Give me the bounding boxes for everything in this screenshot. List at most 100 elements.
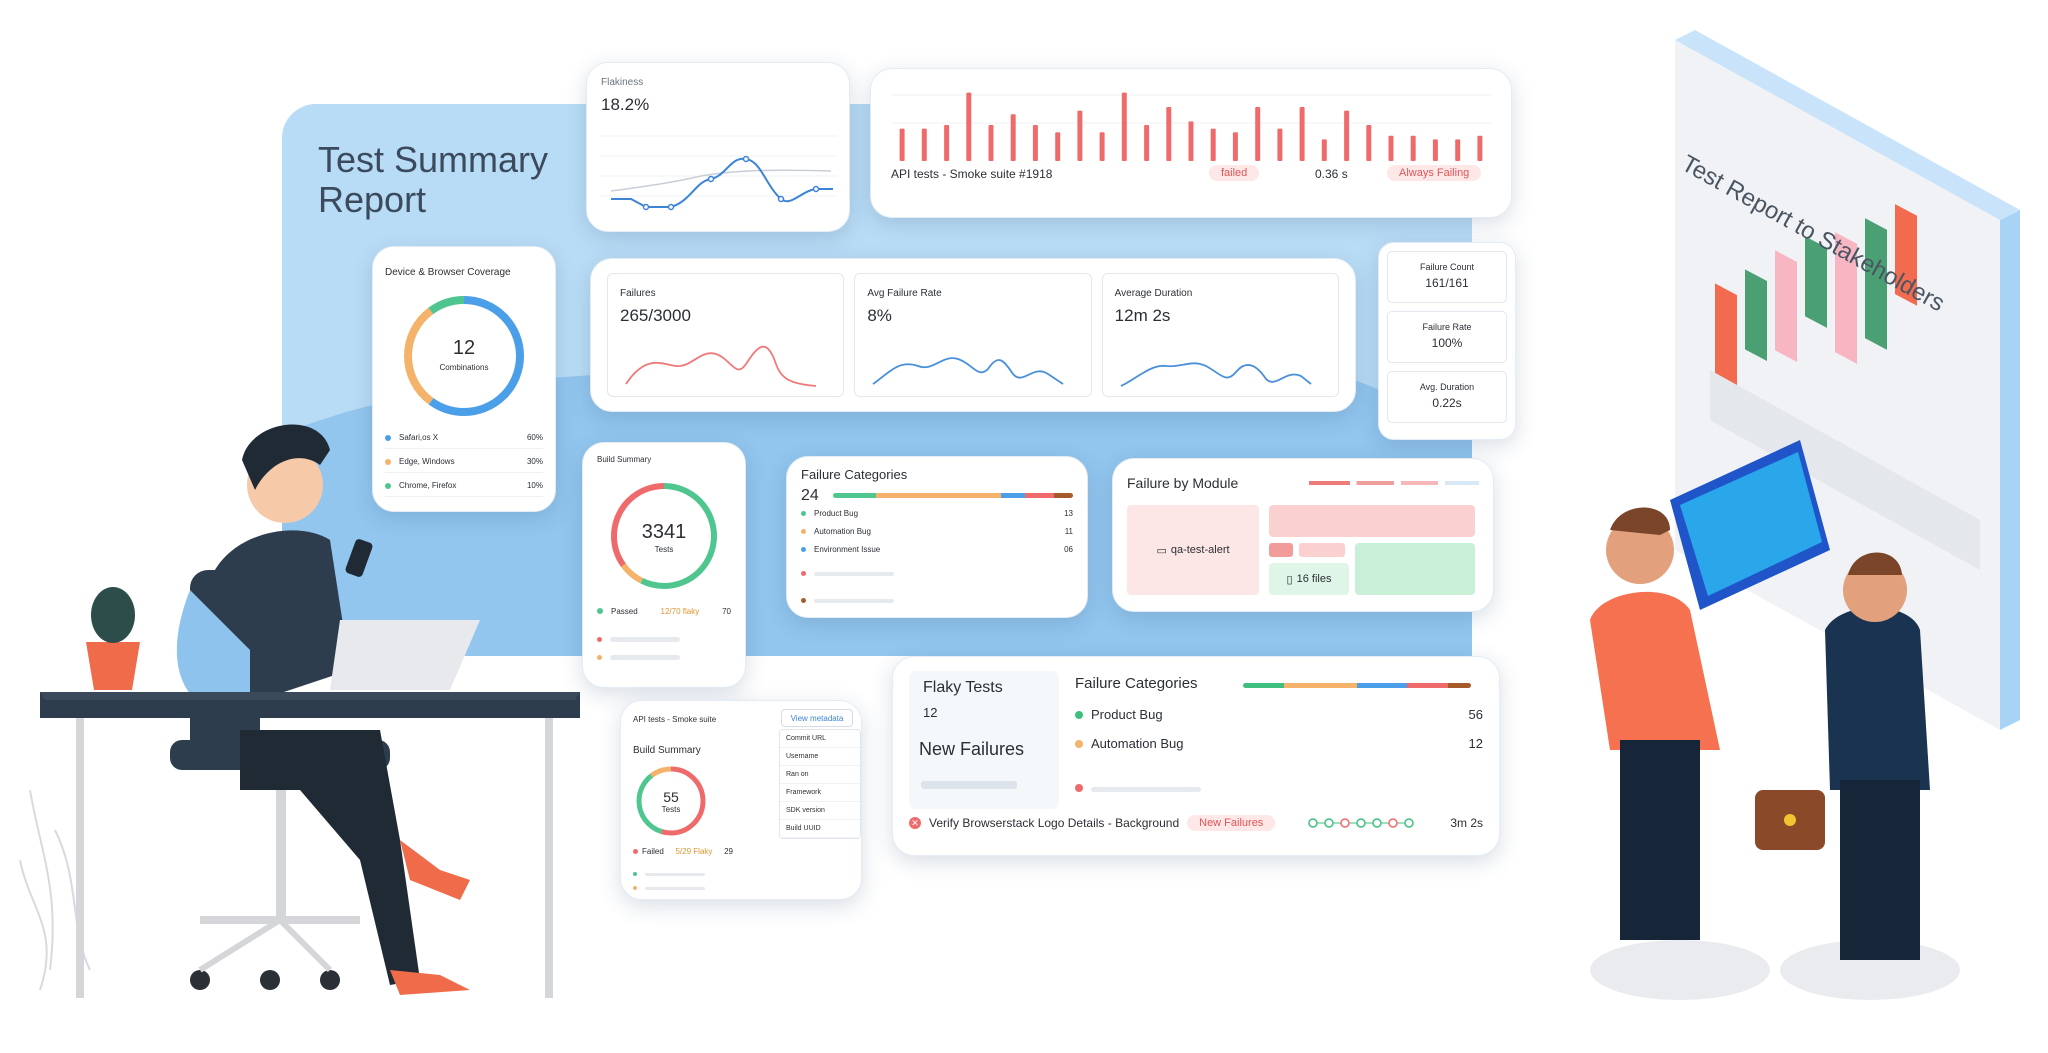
api-duration: 0.36 s (1315, 167, 1348, 181)
failure-categories-title: Failure Categories (801, 467, 908, 482)
device-coverage-card: Device & Browser Coverage 12 Combination… (372, 246, 556, 512)
file-icon: ▯ (1286, 573, 1293, 586)
legend-value: 12 (1468, 736, 1483, 751)
metric-sparkline-path (1120, 362, 1312, 387)
metric-sparkline-path (872, 357, 1064, 385)
coverage-item: Chrome, Firefox 10% (385, 481, 543, 497)
metrics-card: Failures 265/3000 Avg Failure Rate 8% Averag… (590, 258, 1356, 412)
module-files-tile: ▯ 16 files (1269, 563, 1349, 595)
flaky-categories-stacked-bar (1243, 683, 1471, 688)
metric-tile: Failures 265/3000 (607, 273, 845, 397)
failing-test-row[interactable]: ✕ Verify Browserstack Logo Details - Bac… (909, 815, 1483, 831)
build-summary-title: Build Summary (597, 455, 652, 464)
metadata-menu-item[interactable]: Username (780, 748, 860, 766)
legend-value: 06 (1064, 545, 1073, 554)
metric-sparkline (872, 357, 1064, 385)
flaky-tests-card: Flaky Tests 12 New Failures Failure Cate… (892, 656, 1500, 856)
api-bar (1188, 121, 1194, 161)
side-stat: Failure Rate 100% (1387, 311, 1507, 363)
failure-category-skeleton (801, 590, 1073, 608)
stakeholders-illustration (1590, 30, 2020, 1000)
metric-sparkline (1120, 362, 1312, 387)
metadata-menu-item[interactable]: Framework (780, 784, 860, 802)
side-stat: Avg. Duration 0.22s (1387, 371, 1507, 423)
legend-label: Environment Issue (814, 545, 881, 554)
api-bar (1166, 107, 1172, 161)
build-count-label: Tests (654, 545, 674, 554)
coverage-count: 12 (452, 337, 476, 359)
side-stat-value: 100% (1431, 336, 1463, 350)
metadata-menu-item[interactable]: Build UUID (780, 820, 860, 838)
page-title: Test Summary Report (318, 139, 549, 220)
build-row-skeleton (597, 647, 680, 665)
legend-dot (385, 434, 391, 441)
legend-value: 30% (526, 457, 543, 466)
flaky-failure-categories-title: Failure Categories (1075, 675, 1198, 692)
api-bar (1477, 135, 1483, 161)
metric-value: 265/3000 (620, 306, 691, 325)
metric-value: 12m 2s (1114, 306, 1171, 325)
metric-value: 8% (867, 306, 892, 325)
module-name: qa-test-alert (1170, 544, 1230, 556)
failure-category-item: Automation Bug 11 (801, 527, 1073, 536)
api-bar (1255, 107, 1261, 161)
legend-label: Automation Bug (1091, 736, 1184, 751)
api-build-summary-title: Build Summary (633, 745, 701, 756)
api-bar (1032, 125, 1038, 161)
api-bar (1366, 125, 1372, 161)
api-bar (1432, 139, 1438, 161)
api-bar (1232, 132, 1238, 161)
api-row-skeleton (633, 863, 705, 881)
metrics-row: Failures 265/3000 Avg Failure Rate 8% Averag… (607, 273, 1339, 397)
api-bar (1299, 107, 1305, 161)
api-bar (1344, 110, 1350, 161)
module-tile (1269, 543, 1293, 557)
api-bar (1121, 92, 1127, 161)
view-metadata-button[interactable]: View metadata (781, 709, 853, 727)
developer-illustration (19, 424, 580, 998)
new-failures-badge: New Failures (1187, 815, 1276, 831)
api-build-count: 55 (663, 789, 679, 805)
legend-value: 10% (526, 481, 543, 490)
flakiness-line-chart (601, 135, 837, 211)
module-tile (1299, 543, 1345, 557)
api-bar (1277, 128, 1283, 161)
flaky-tests-count: 12 (923, 705, 938, 720)
api-bar (988, 125, 994, 161)
metadata-menu-item[interactable]: Ran on (780, 766, 860, 784)
failure-categories-stacked-bar (833, 493, 1073, 498)
api-bar (1321, 139, 1327, 161)
metadata-menu-item[interactable]: Commit URL (780, 730, 860, 748)
api-bar (1210, 128, 1216, 161)
flakiness-label: Flakiness (601, 77, 644, 88)
failing-test-duration: 3m 2s (1450, 816, 1483, 830)
metadata-menu-item[interactable]: SDK version (780, 802, 860, 820)
module-tile (1355, 543, 1475, 595)
metric-label: Average Duration (1114, 288, 1193, 299)
api-build-count-label: Tests (661, 805, 681, 814)
failing-test-name: Verify Browserstack Logo Details - Backg… (929, 816, 1180, 830)
run-history-dots (1308, 818, 1414, 828)
metric-tile: Avg Failure Rate 8% (854, 273, 1092, 397)
failure-category-item: Environment Issue 06 (801, 545, 1073, 554)
side-stat-value: 0.22s (1432, 396, 1462, 410)
legend-dot (385, 482, 391, 489)
api-test-name: API tests - Smoke suite #1918 (891, 167, 1053, 181)
legend-label: Edge, Windows (399, 457, 455, 466)
failure-category-skeleton (801, 563, 1073, 581)
api-bar (966, 92, 972, 161)
legend-value: 60% (526, 433, 543, 442)
legend-dot (801, 529, 806, 534)
api-bar (1099, 132, 1105, 161)
failure-by-module-title: Failure by Module (1127, 475, 1239, 491)
module-tile (1269, 505, 1475, 537)
metric-sparkline-path (625, 345, 817, 387)
legend-dot (801, 511, 806, 516)
flaky-row-skeleton (1075, 779, 1201, 797)
legend-dot (1075, 739, 1083, 748)
side-stat-value: 161/161 (1425, 276, 1469, 290)
api-row-skeleton (633, 877, 705, 895)
metric-sparkline (625, 345, 817, 387)
api-bar (1388, 135, 1394, 161)
api-bar (1144, 125, 1150, 161)
